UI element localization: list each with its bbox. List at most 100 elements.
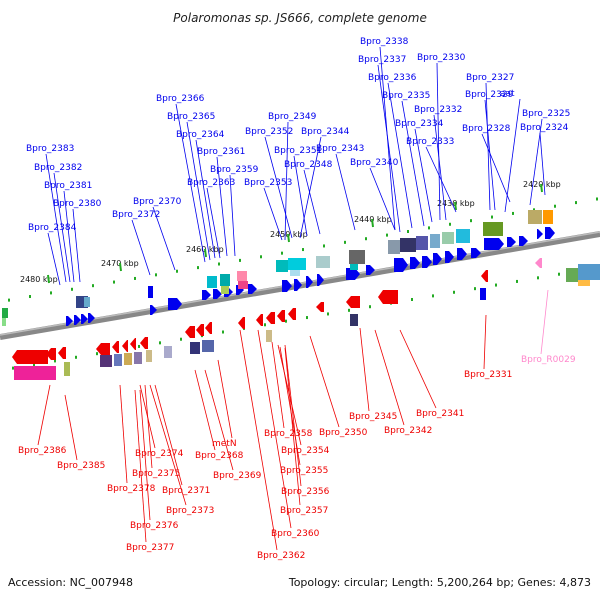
forward-gene-arrow bbox=[66, 316, 73, 326]
forward-gene-arrow bbox=[306, 276, 313, 288]
map-title: Polaromonas sp. JS666, complete genome bbox=[173, 11, 427, 25]
top-gene-label: Bpro_2340 bbox=[350, 158, 399, 168]
bottom-gene-label: Bpro_2341 bbox=[416, 409, 464, 419]
minor-tick bbox=[218, 262, 220, 266]
feature-block bbox=[430, 234, 440, 248]
bottom-leader-line bbox=[359, 327, 370, 412]
top-leader-line bbox=[293, 155, 308, 237]
bottom-gene-label: Bpro_2350 bbox=[319, 428, 368, 438]
minor-tick bbox=[159, 341, 161, 345]
top-leader-line bbox=[195, 139, 216, 259]
feature-block bbox=[202, 340, 214, 352]
minor-tick bbox=[285, 319, 287, 323]
minor-tick bbox=[596, 197, 598, 201]
scale-tick bbox=[371, 218, 374, 228]
minor-tick bbox=[495, 283, 497, 287]
bottom-gene-label: Bpro_2360 bbox=[271, 529, 320, 539]
top-leader-line bbox=[263, 187, 283, 241]
minor-tick bbox=[134, 276, 136, 280]
bottom-leader-line bbox=[194, 369, 216, 451]
forward-gene-arrow bbox=[150, 305, 157, 315]
top-leader-line bbox=[436, 62, 441, 221]
reverse-gene-arrow bbox=[96, 343, 110, 355]
minor-tick bbox=[264, 323, 266, 327]
scale-tick bbox=[454, 201, 457, 211]
forward-gene-arrow bbox=[346, 268, 360, 280]
accession-text: Accession: NC_007948 bbox=[8, 576, 133, 589]
top-gene-label: Bpro_2330 bbox=[417, 53, 466, 63]
bottom-leader-line bbox=[271, 341, 285, 429]
top-gene-label: Bpro_2333 bbox=[406, 137, 454, 147]
reverse-gene-arrow bbox=[238, 317, 245, 329]
bottom-leader-line bbox=[64, 394, 78, 461]
reverse-gene-arrow bbox=[316, 302, 324, 312]
top-gene-label: Bpro_2335 bbox=[382, 91, 430, 101]
bottom-leader-line bbox=[284, 347, 301, 506]
bottom-leader-line bbox=[154, 384, 183, 486]
bottom-gene-label: Bpro_2331 bbox=[464, 370, 512, 380]
top-leader-line bbox=[229, 174, 236, 257]
bottom-gene-label: Bpro_2376 bbox=[130, 521, 179, 531]
bottom-gene-label: Bpro_2375 bbox=[132, 469, 180, 479]
top-leader-line bbox=[264, 136, 293, 239]
feature-block bbox=[190, 342, 200, 354]
feature-block bbox=[124, 353, 132, 365]
minor-tick bbox=[369, 305, 371, 309]
feature-block bbox=[207, 276, 217, 288]
bottom-leader-line bbox=[217, 359, 233, 439]
forward-gene-box bbox=[148, 286, 153, 298]
feature-block bbox=[100, 355, 112, 367]
bottom-gene-label: metN bbox=[212, 439, 237, 449]
scale-tick bbox=[540, 183, 543, 193]
feature-block bbox=[316, 256, 330, 268]
forward-gene-box bbox=[480, 288, 486, 300]
reverse-gene-arrow bbox=[196, 324, 204, 336]
feature-block bbox=[237, 271, 247, 281]
minor-tick bbox=[180, 337, 182, 341]
top-leader-line bbox=[216, 156, 228, 257]
minor-tick bbox=[432, 294, 434, 298]
forward-gene-arrow bbox=[248, 284, 257, 294]
bottom-leader-line bbox=[257, 329, 292, 529]
minor-tick bbox=[33, 363, 35, 367]
reverse-gene-arrow bbox=[12, 350, 48, 364]
forward-gene-arrow bbox=[433, 253, 442, 265]
minor-tick bbox=[29, 295, 31, 299]
top-gene-label: Bpro_2329 bbox=[465, 90, 514, 100]
minor-tick bbox=[176, 269, 178, 273]
minor-tick bbox=[491, 215, 493, 219]
forward-gene-arrow bbox=[366, 265, 375, 275]
top-leader-line bbox=[485, 82, 491, 211]
top-leader-line bbox=[504, 98, 521, 213]
scale-tick bbox=[47, 274, 50, 284]
top-gene-label: Bpro_2334 bbox=[395, 119, 444, 129]
forward-gene-arrow bbox=[457, 248, 467, 260]
bottom-leader-line bbox=[204, 369, 234, 471]
reverse-gene-arrow bbox=[481, 270, 488, 282]
top-leader-line bbox=[484, 99, 496, 211]
minor-tick bbox=[470, 219, 472, 223]
minor-tick bbox=[155, 273, 157, 277]
feature-block bbox=[276, 260, 288, 272]
reverse-gene-arrow bbox=[185, 326, 195, 338]
bottom-leader-line bbox=[309, 335, 340, 428]
top-gene-label: Bpro_2372 bbox=[112, 210, 160, 220]
feature-block bbox=[266, 330, 272, 342]
bottom-leader-line bbox=[540, 289, 549, 355]
feature-block bbox=[220, 274, 230, 286]
top-gene-label: Bpro_2366 bbox=[156, 94, 205, 104]
top-gene-label: Bpro_2359 bbox=[210, 165, 259, 175]
bottom-leader-line bbox=[483, 314, 487, 370]
bottom-gene-label: Bpro_2385 bbox=[57, 461, 105, 471]
minor-tick bbox=[281, 251, 283, 255]
top-gene-label: Bpro_2384 bbox=[28, 223, 77, 233]
feature-block bbox=[566, 268, 578, 282]
forward-gene-arrow bbox=[213, 289, 222, 299]
top-leader-line bbox=[433, 114, 447, 221]
forward-gene-arrow bbox=[445, 251, 454, 263]
feature-block bbox=[114, 354, 122, 366]
minor-tick bbox=[306, 316, 308, 320]
feature-block bbox=[578, 264, 600, 280]
minor-tick bbox=[512, 211, 514, 215]
top-gene-label: Bpro_2352 bbox=[245, 127, 293, 137]
